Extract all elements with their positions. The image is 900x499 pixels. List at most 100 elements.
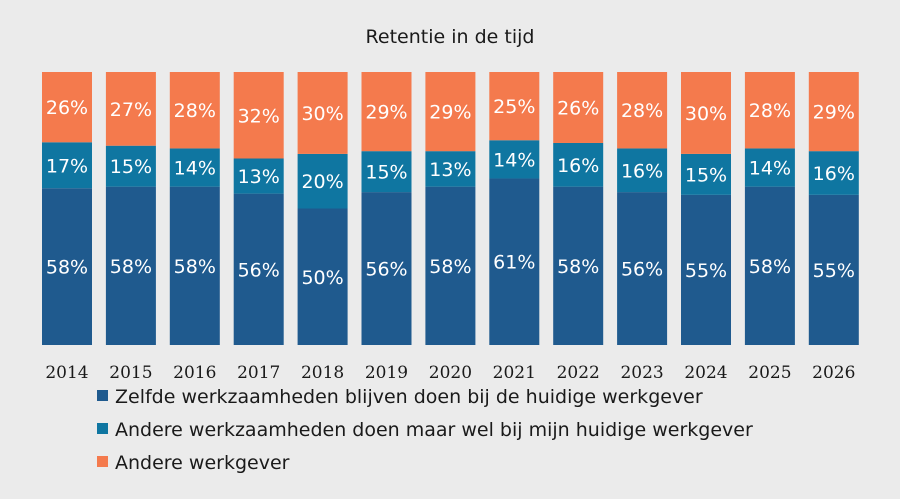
data-label-2019-s1: 15% xyxy=(365,162,407,184)
x-tick-2019: 2019 xyxy=(365,363,408,383)
bar-segment-2024-s2 xyxy=(681,72,731,154)
data-label-2022-s2: 26% xyxy=(557,97,599,119)
x-tick-2020: 2020 xyxy=(429,363,472,383)
x-axis-ticks: 2014 2015 2016 2017 2018 2019 2020 2021 2022 2023… xyxy=(45,363,855,383)
bar-segment-2026-s0 xyxy=(808,194,859,345)
bar-segment-2020-s2 xyxy=(425,72,476,152)
data-label-2025-s1: 14% xyxy=(749,158,791,180)
bar-segment-2017-s2 xyxy=(233,72,284,159)
legend-swatch-s0 xyxy=(97,390,108,401)
data-label-2017-s2: 32% xyxy=(238,105,280,127)
bar-segment-2014-s0 xyxy=(42,188,92,345)
bar-segment-2020-s0 xyxy=(425,186,476,345)
legend: Zelfde werkzaamheden blijven doen bij de… xyxy=(97,386,753,474)
data-label-2015-s1: 15% xyxy=(110,156,152,178)
bar-segment-2021-s2 xyxy=(489,72,540,141)
x-tick-2016: 2016 xyxy=(173,363,216,383)
x-tick-2021: 2021 xyxy=(493,363,536,383)
data-label-2024-s1: 15% xyxy=(685,164,727,186)
data-label-2016-s1: 14% xyxy=(174,158,216,180)
bar-segment-2016-s0 xyxy=(169,186,220,345)
data-label-2019-s0: 56% xyxy=(365,259,407,281)
data-label-2016-s2: 28% xyxy=(174,100,216,122)
data-label-2020-s1: 13% xyxy=(429,159,471,181)
legend-label-s1: Andere werkzaamheden doen maar wel bij m… xyxy=(115,419,753,441)
data-label-2022-s0: 58% xyxy=(557,256,599,278)
bar-segment-2021-s1 xyxy=(489,140,540,179)
x-tick-2026: 2026 xyxy=(812,363,855,383)
bar-segment-2014-s2 xyxy=(42,72,92,143)
data-label-2023-s1: 16% xyxy=(621,160,663,182)
data-label-2015-s2: 27% xyxy=(110,99,152,121)
bar-segment-2017-s0 xyxy=(233,193,284,345)
bar-segment-2023-s2 xyxy=(617,72,668,149)
x-tick-2015: 2015 xyxy=(109,363,152,383)
data-label-2024-s2: 30% xyxy=(685,103,727,125)
legend-swatch-s2 xyxy=(97,456,108,467)
data-label-2022-s1: 16% xyxy=(557,155,599,177)
data-label-2017-s1: 13% xyxy=(238,166,280,188)
data-label-2020-s2: 29% xyxy=(429,102,471,124)
bar-segment-2018-s1 xyxy=(297,153,348,209)
bar-segment-2024-s1 xyxy=(681,153,731,195)
data-label-2018-s1: 20% xyxy=(301,171,343,193)
bar-segment-2021-s0 xyxy=(489,178,540,345)
data-label-2026-s1: 16% xyxy=(813,163,855,185)
data-label-2018-s2: 30% xyxy=(301,103,343,125)
x-tick-2017: 2017 xyxy=(237,363,280,383)
x-tick-2022: 2022 xyxy=(557,363,600,383)
data-label-2026-s0: 55% xyxy=(813,260,855,282)
data-label-2025-s2: 28% xyxy=(749,100,791,122)
data-label-2014-s1: 17% xyxy=(46,155,88,177)
data-label-2017-s0: 56% xyxy=(238,259,280,281)
bar-segment-2022-s2 xyxy=(553,72,604,143)
data-label-2015-s0: 58% xyxy=(110,256,152,278)
bar-segment-2025-s1 xyxy=(744,148,795,187)
bars-group: 58% 17% 26% 58% 15% 27% 58% 14% 28% 56% 13% 32% 50% 2… xyxy=(42,72,859,345)
data-label-2014-s0: 58% xyxy=(46,257,88,279)
legend-swatch-s1 xyxy=(97,423,108,434)
data-label-2018-s0: 50% xyxy=(301,267,343,289)
bar-segment-2015-s2 xyxy=(105,72,156,146)
x-tick-2025: 2025 xyxy=(748,363,791,383)
x-tick-2023: 2023 xyxy=(620,363,663,383)
data-label-2021-s1: 14% xyxy=(493,149,535,171)
x-tick-2014: 2014 xyxy=(45,363,88,383)
bar-segment-2022-s1 xyxy=(553,142,604,187)
data-label-2023-s2: 28% xyxy=(621,100,663,122)
legend-label-s0: Zelfde werkzaamheden blijven doen bij de… xyxy=(115,386,703,408)
bar-segment-2019-s0 xyxy=(361,192,412,345)
legend-label-s2: Andere werkgever xyxy=(115,452,290,474)
bar-segment-2014-s1 xyxy=(42,142,92,189)
bar-segment-2015-s0 xyxy=(105,186,156,345)
data-label-2023-s0: 56% xyxy=(621,259,663,281)
chart-title: Retentie in de tijd xyxy=(366,26,535,48)
bar-segment-2026-s2 xyxy=(808,72,859,152)
bar-segment-2025-s0 xyxy=(744,186,795,345)
bar-segment-2022-s0 xyxy=(553,186,604,345)
data-label-2019-s2: 29% xyxy=(365,102,407,124)
data-label-2020-s0: 58% xyxy=(429,256,471,278)
bar-segment-2025-s2 xyxy=(744,72,795,149)
data-label-2024-s0: 55% xyxy=(685,260,727,282)
data-label-2026-s2: 29% xyxy=(813,102,855,124)
bar-segment-2019-s1 xyxy=(361,151,412,193)
data-label-2016-s0: 58% xyxy=(174,256,216,278)
x-tick-2024: 2024 xyxy=(684,363,727,383)
data-label-2021-s0: 61% xyxy=(493,252,535,274)
bar-segment-2020-s1 xyxy=(425,151,476,187)
bar-segment-2026-s1 xyxy=(808,151,859,195)
bar-segment-2023-s0 xyxy=(617,192,668,345)
data-label-2021-s2: 25% xyxy=(493,96,535,118)
bar-segment-2023-s1 xyxy=(617,148,668,193)
bar-segment-2018-s0 xyxy=(297,208,348,345)
bar-segment-2018-s2 xyxy=(297,72,348,154)
data-label-2025-s0: 58% xyxy=(749,256,791,278)
x-tick-2018: 2018 xyxy=(301,363,344,383)
bar-segment-2019-s2 xyxy=(361,72,412,152)
bar-segment-2016-s2 xyxy=(169,72,220,149)
bar-segment-2024-s0 xyxy=(681,194,731,345)
data-label-2014-s2: 26% xyxy=(46,97,88,119)
bar-segment-2016-s1 xyxy=(169,148,220,187)
